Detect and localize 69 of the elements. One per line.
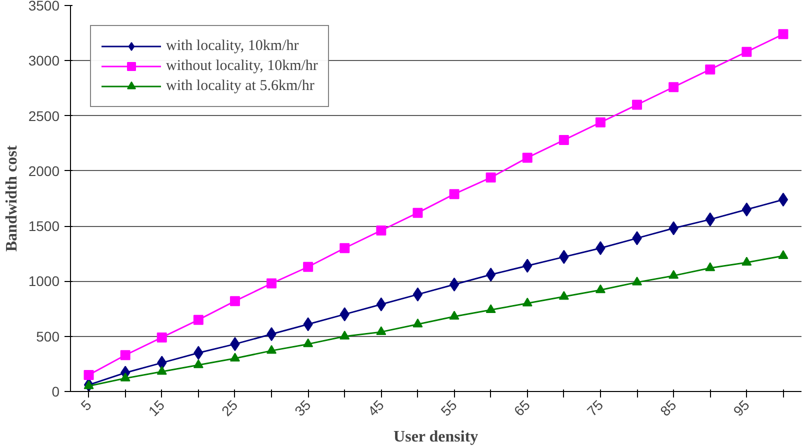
y-tick-label: 2000: [28, 162, 60, 179]
y-tick-label: 1500: [28, 218, 60, 234]
point: [156, 332, 167, 342]
x-tick-label: 65: [510, 396, 534, 420]
y-tick-label: 0: [52, 384, 60, 400]
x-tick-label: 95: [730, 396, 752, 420]
point: [705, 262, 716, 272]
x-tick-label: 55: [438, 396, 460, 420]
point: [412, 208, 423, 218]
point: [303, 262, 314, 272]
point: [742, 46, 752, 57]
point: [595, 117, 606, 128]
legend-label: without locality, 10km/hr: [166, 58, 318, 74]
point: [705, 64, 716, 74]
legend-label: with locality at 5.6km/hr: [166, 78, 314, 94]
point: [778, 250, 788, 259]
x-tick-label: 5: [78, 396, 95, 414]
point: [522, 152, 532, 163]
point: [303, 338, 314, 348]
point: [120, 372, 130, 382]
point: [522, 298, 532, 306]
point: [668, 270, 679, 279]
x-tick-label: 15: [145, 396, 168, 420]
point: [340, 243, 350, 254]
point: [486, 304, 496, 313]
x-tick-label: 85: [656, 396, 680, 420]
x-tick-label: 45: [364, 396, 387, 420]
x-tick-label: 35: [291, 396, 314, 420]
y-tick-label: 3500: [28, 0, 60, 14]
point: [84, 380, 94, 390]
y-axis-title: Bandwidth cost: [3, 144, 20, 252]
point: [193, 359, 204, 368]
point: [412, 318, 423, 328]
x-tick-label: 25: [218, 396, 241, 420]
x-tick-label: 75: [584, 396, 606, 420]
point: [376, 297, 386, 312]
point: [632, 276, 642, 286]
y-tick-label: 1000: [28, 273, 60, 290]
point: [558, 290, 569, 300]
point: [595, 284, 606, 294]
point: [84, 370, 94, 380]
x-axis-title: User density: [394, 428, 478, 446]
point: [778, 192, 788, 207]
point: [668, 82, 679, 92]
y-tick-label: 3000: [28, 52, 60, 69]
point: [449, 278, 460, 292]
point: [266, 278, 277, 288]
point: [230, 352, 240, 362]
point: [742, 256, 752, 266]
y-tick-label: 2500: [28, 108, 60, 124]
point: [558, 135, 569, 146]
point: [778, 29, 788, 40]
point: [412, 287, 423, 302]
legend-label: with locality, 10km/hr: [166, 38, 299, 54]
point: [156, 366, 167, 375]
point: [449, 189, 460, 200]
point: [376, 326, 386, 336]
point: [449, 310, 460, 320]
point: [266, 345, 277, 354]
point: [193, 314, 204, 325]
point: [376, 225, 386, 236]
point: [230, 296, 240, 306]
y-tick-label: 500: [36, 328, 60, 344]
point: [120, 350, 130, 360]
point: [486, 268, 496, 282]
point: [486, 172, 496, 183]
point: [632, 100, 642, 110]
point: [742, 202, 752, 217]
point: [340, 330, 350, 340]
